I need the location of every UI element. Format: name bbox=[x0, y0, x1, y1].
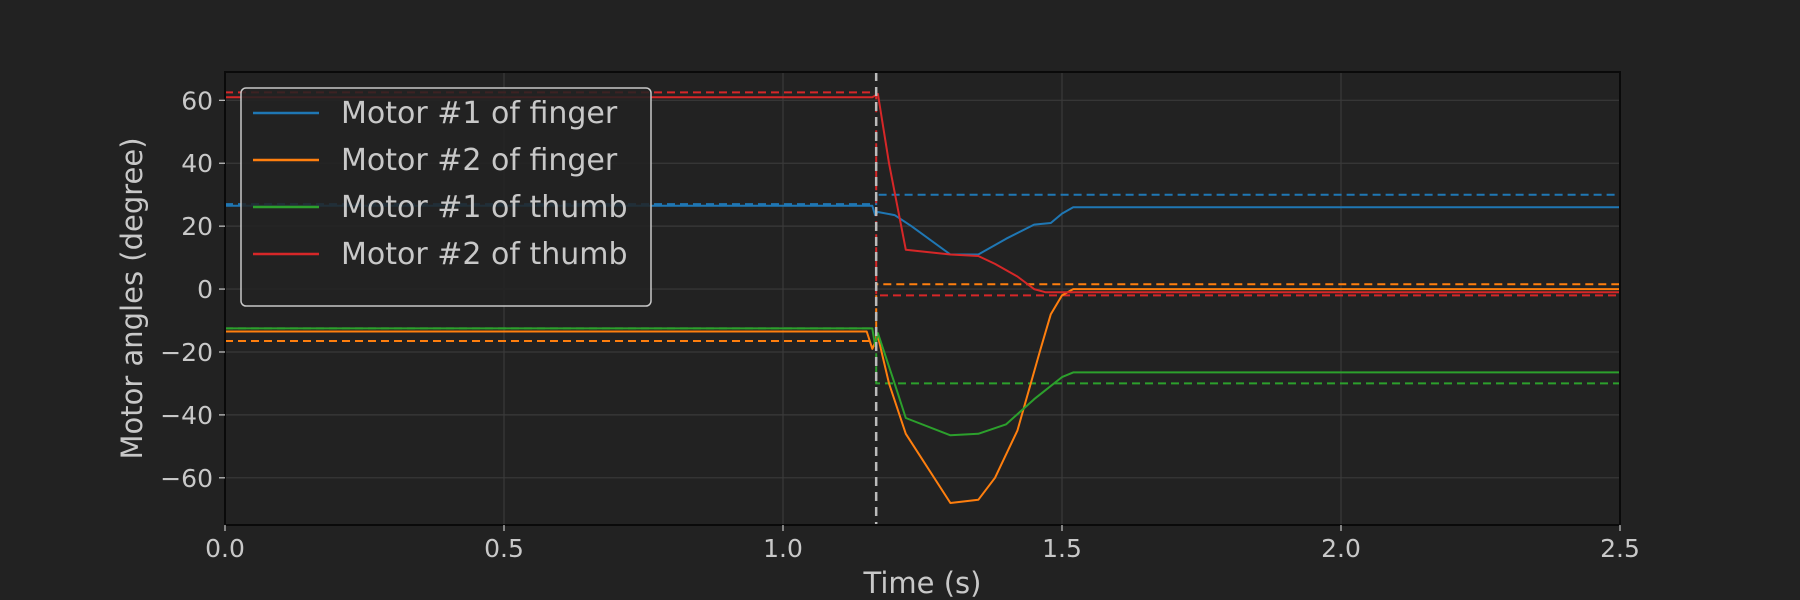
legend-box bbox=[240, 87, 652, 307]
x-tick-label: 1.5 bbox=[1042, 534, 1082, 563]
series-4-line bbox=[225, 93, 1620, 294]
y-tick-label: 20 bbox=[181, 212, 213, 241]
x-tick-label: 1.0 bbox=[763, 534, 803, 563]
y-tick-label: 40 bbox=[181, 149, 213, 178]
x-tick-label: 0.5 bbox=[484, 534, 524, 563]
x-tick-label: 2.5 bbox=[1600, 534, 1640, 563]
legend-label-1: Motor #1 of finger bbox=[341, 96, 618, 131]
plot-frame bbox=[224, 71, 1621, 526]
legend: Motor #1 of finger Motor #2 of finger Moto… bbox=[240, 87, 652, 307]
y-tick-label: 0 bbox=[197, 275, 213, 304]
legend-label-3: Motor #1 of thumb bbox=[341, 190, 628, 225]
x-axis-label: Time (s) bbox=[863, 566, 982, 600]
y-tick-label: −20 bbox=[160, 338, 213, 367]
axis-ticks: 0.0 0.5 1.0 1.5 2.0 2.5 −60 −40 −20 0 20 40 60 bbox=[160, 86, 1640, 563]
y-axis-label: Motor angles (degree) bbox=[115, 137, 149, 459]
y-tick-label: −40 bbox=[160, 401, 213, 430]
y-tick-label: 60 bbox=[181, 86, 213, 115]
x-tick-label: 0.0 bbox=[205, 534, 245, 563]
y-tick-label: −60 bbox=[160, 464, 213, 493]
legend-label-2: Motor #2 of finger bbox=[341, 143, 618, 178]
x-tick-label: 2.0 bbox=[1321, 534, 1361, 563]
legend-label-4: Motor #2 of thumb bbox=[341, 237, 628, 272]
